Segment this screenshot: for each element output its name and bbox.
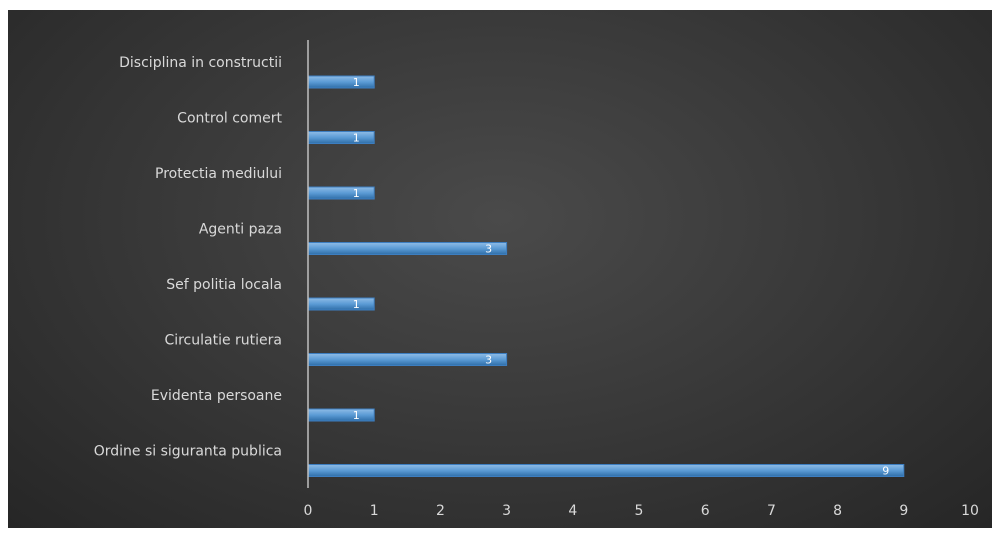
x-tick-label: 5 — [635, 503, 644, 519]
x-tick-label: 9 — [899, 503, 908, 519]
data-label: 3 — [485, 354, 492, 367]
x-tick-label: 10 — [961, 503, 979, 519]
category-label: Ordine si siguranta publica — [94, 444, 282, 460]
bar — [307, 131, 375, 144]
x-tick-label: 7 — [767, 503, 776, 519]
data-label: 1 — [353, 132, 360, 145]
data-label: 9 — [882, 465, 889, 478]
x-tick-label: 1 — [370, 503, 379, 519]
x-tick-label: 0 — [304, 503, 313, 519]
bar — [307, 353, 508, 366]
data-label: 1 — [353, 76, 360, 89]
category-label: Agenti paza — [199, 222, 282, 238]
data-label: 3 — [485, 243, 492, 256]
x-tick-label: 3 — [502, 503, 511, 519]
bar — [307, 408, 375, 422]
category-label: Disciplina in constructii — [119, 55, 282, 71]
bar — [307, 75, 375, 89]
chart-area — [8, 10, 992, 528]
bar — [307, 297, 375, 311]
category-label: Protectia mediului — [155, 166, 282, 182]
x-tick-label: 4 — [568, 503, 577, 519]
category-label: Sef politia locala — [166, 277, 282, 293]
data-label: 1 — [353, 187, 360, 200]
x-tick-label: 2 — [436, 503, 445, 519]
data-label: 1 — [353, 298, 360, 311]
x-tick-label: 8 — [833, 503, 842, 519]
bar — [307, 242, 508, 255]
category-label: Control comert — [177, 111, 282, 127]
bar — [307, 464, 905, 477]
x-tick-label: 6 — [701, 503, 710, 519]
category-label: Circulatie rutiera — [164, 333, 282, 349]
category-label: Evidenta persoane — [151, 388, 282, 404]
data-label: 1 — [353, 409, 360, 422]
bar — [307, 186, 375, 200]
